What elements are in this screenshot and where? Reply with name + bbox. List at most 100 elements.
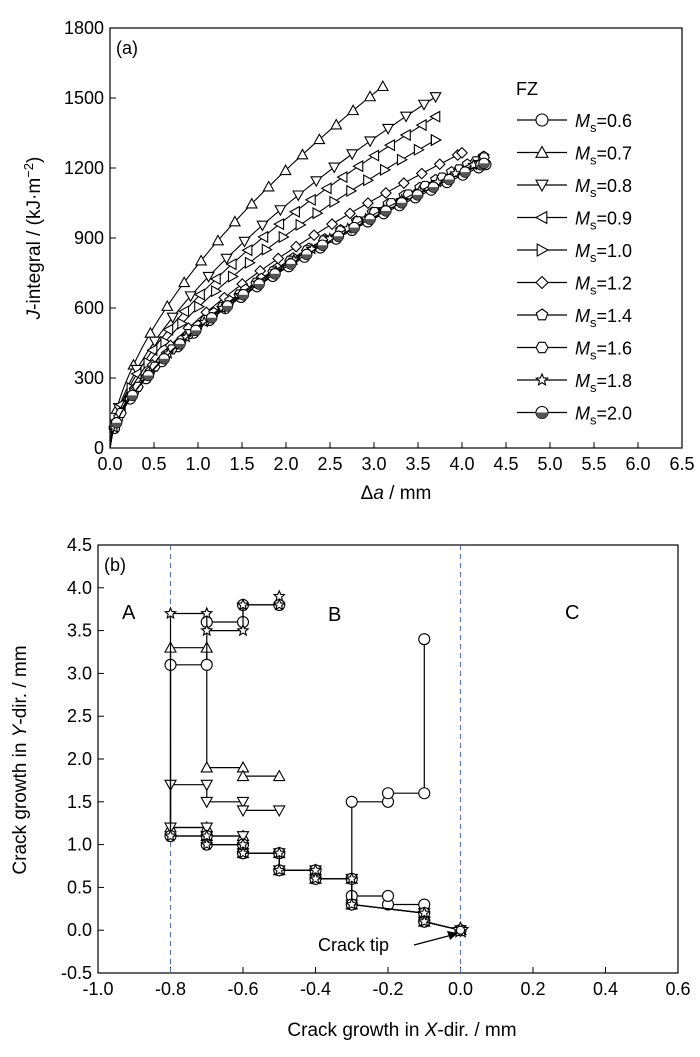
data-point: [376, 80, 389, 92]
legend-label: Ms=0.9: [575, 209, 632, 233]
data-point: [148, 336, 161, 348]
panel-a-chart: 0.0 0.5 1.0 1.5 2.0 2.5 3.0 3.5 4.0 4.5 5.0 5.5 6.0 6…: [21, 18, 695, 504]
marker-fill: [459, 172, 471, 178]
crack-path-line: [169, 784, 461, 931]
data-point: [329, 195, 341, 209]
data-point: [348, 221, 360, 234]
legend-label-sub: s: [590, 348, 597, 363]
legend-marker: [536, 243, 550, 257]
legend-marker: [535, 275, 549, 290]
data-point: [296, 148, 309, 160]
legend-label: Ms=0.8: [575, 176, 632, 200]
series-Ms=0.7: [109, 80, 389, 449]
crack-path-point: [345, 897, 359, 911]
marker-fill: [253, 284, 265, 290]
marker-fill: [158, 358, 170, 364]
x-tick-label: 2.0: [273, 454, 298, 474]
y-title-mid: -integral / (kJ·m: [24, 178, 45, 310]
panel-a-x-axis-title: Δa / mm: [361, 483, 432, 504]
x-tick-label: 0.0: [97, 454, 122, 474]
marker-fill: [238, 294, 249, 300]
legend-label-var: M: [575, 404, 590, 424]
crack-path-point: [272, 589, 286, 602]
legend-label-value: =0.7: [597, 144, 633, 164]
region-c-label: C: [565, 602, 579, 624]
data-point: [178, 276, 191, 288]
b-x-title-var: X: [424, 1020, 439, 1041]
data-point: [326, 218, 339, 231]
data-point: [383, 139, 395, 152]
data-point: [166, 312, 179, 324]
data-point: [110, 416, 123, 429]
legend-label-var: M: [575, 339, 590, 359]
data-point: [459, 166, 471, 178]
data-point: [385, 198, 398, 209]
data-point: [292, 190, 305, 202]
data-point: [241, 244, 253, 257]
crack-path-point: [308, 871, 323, 885]
b-x-title-pre: Crack growth in: [287, 1020, 424, 1041]
legend-entry: Ms=1.8: [517, 371, 632, 395]
data-point: [429, 92, 442, 104]
marker-fill: [111, 422, 122, 428]
data-point: [304, 193, 316, 207]
y-tick-label: -0.5: [61, 963, 92, 983]
marker-fill: [364, 219, 376, 225]
marker-fill: [428, 187, 439, 193]
x-tick-label: 6.0: [625, 454, 650, 474]
legend-marker: [535, 341, 549, 354]
marker-fill: [412, 194, 423, 201]
legend-label-value: =0.8: [597, 176, 633, 196]
crack-path-point: [200, 796, 214, 809]
marker-fill: [190, 330, 201, 336]
y-tick-label: 0: [94, 438, 104, 458]
legend-entry: Ms=1.2: [517, 274, 632, 298]
legend-label-sub: s: [590, 153, 597, 168]
data-point: [363, 174, 375, 187]
data-point: [430, 133, 442, 147]
data-point: [346, 149, 359, 161]
data-point: [397, 177, 410, 190]
data-point: [288, 205, 300, 218]
data-point: [257, 230, 269, 244]
data-point: [380, 163, 392, 176]
marker-fill: [222, 305, 233, 312]
data-point: [429, 110, 441, 123]
legend-label: Ms=0.7: [575, 144, 632, 168]
data-point: [312, 207, 324, 220]
y-tick-label: 0.5: [67, 877, 92, 897]
series-Ms=1.0: [109, 133, 442, 449]
data-point: [478, 157, 490, 170]
marker-fill: [285, 263, 297, 270]
series-line: [109, 116, 436, 449]
legend-label-var: M: [575, 306, 590, 326]
legend-entry: Ms=0.6: [517, 111, 632, 135]
crack-path-point: [272, 863, 286, 876]
legend-label-value: =1.2: [597, 274, 633, 294]
legend-entry: Ms=0.7: [517, 144, 632, 168]
data-point: [245, 197, 258, 209]
x-title-delta: Δ: [361, 483, 374, 504]
legend-label: Ms=1.6: [575, 339, 632, 363]
data-point: [316, 239, 329, 251]
data-point: [190, 324, 202, 337]
data-point: [144, 326, 157, 338]
data-point: [184, 291, 197, 303]
data-point: [274, 205, 287, 217]
data-point: [202, 271, 215, 283]
b-y-title-var: Y: [10, 723, 31, 737]
crack-path-line: [169, 647, 461, 931]
panel-b-chart: -1.0 -0.8 -0.6 -0.4 -0.2 0.0 0.2 0.4 0.6 -0.5 0.0…: [10, 535, 691, 1041]
panel-b-x-axis-title: Crack growth in X-dir. / mm: [287, 1020, 516, 1041]
legend-label-var: M: [575, 111, 590, 131]
data-point: [396, 153, 408, 166]
x-tick-label: 1.0: [185, 454, 210, 474]
series-Ms=1.8: [108, 155, 486, 449]
crack-tip-dot: [455, 925, 466, 935]
data-point: [174, 338, 186, 350]
panel-b-crack-paths: [163, 589, 470, 938]
x-tick-label: 5.0: [537, 454, 562, 474]
marker-fill: [536, 412, 548, 419]
legend-label-value: =1.6: [597, 339, 633, 359]
